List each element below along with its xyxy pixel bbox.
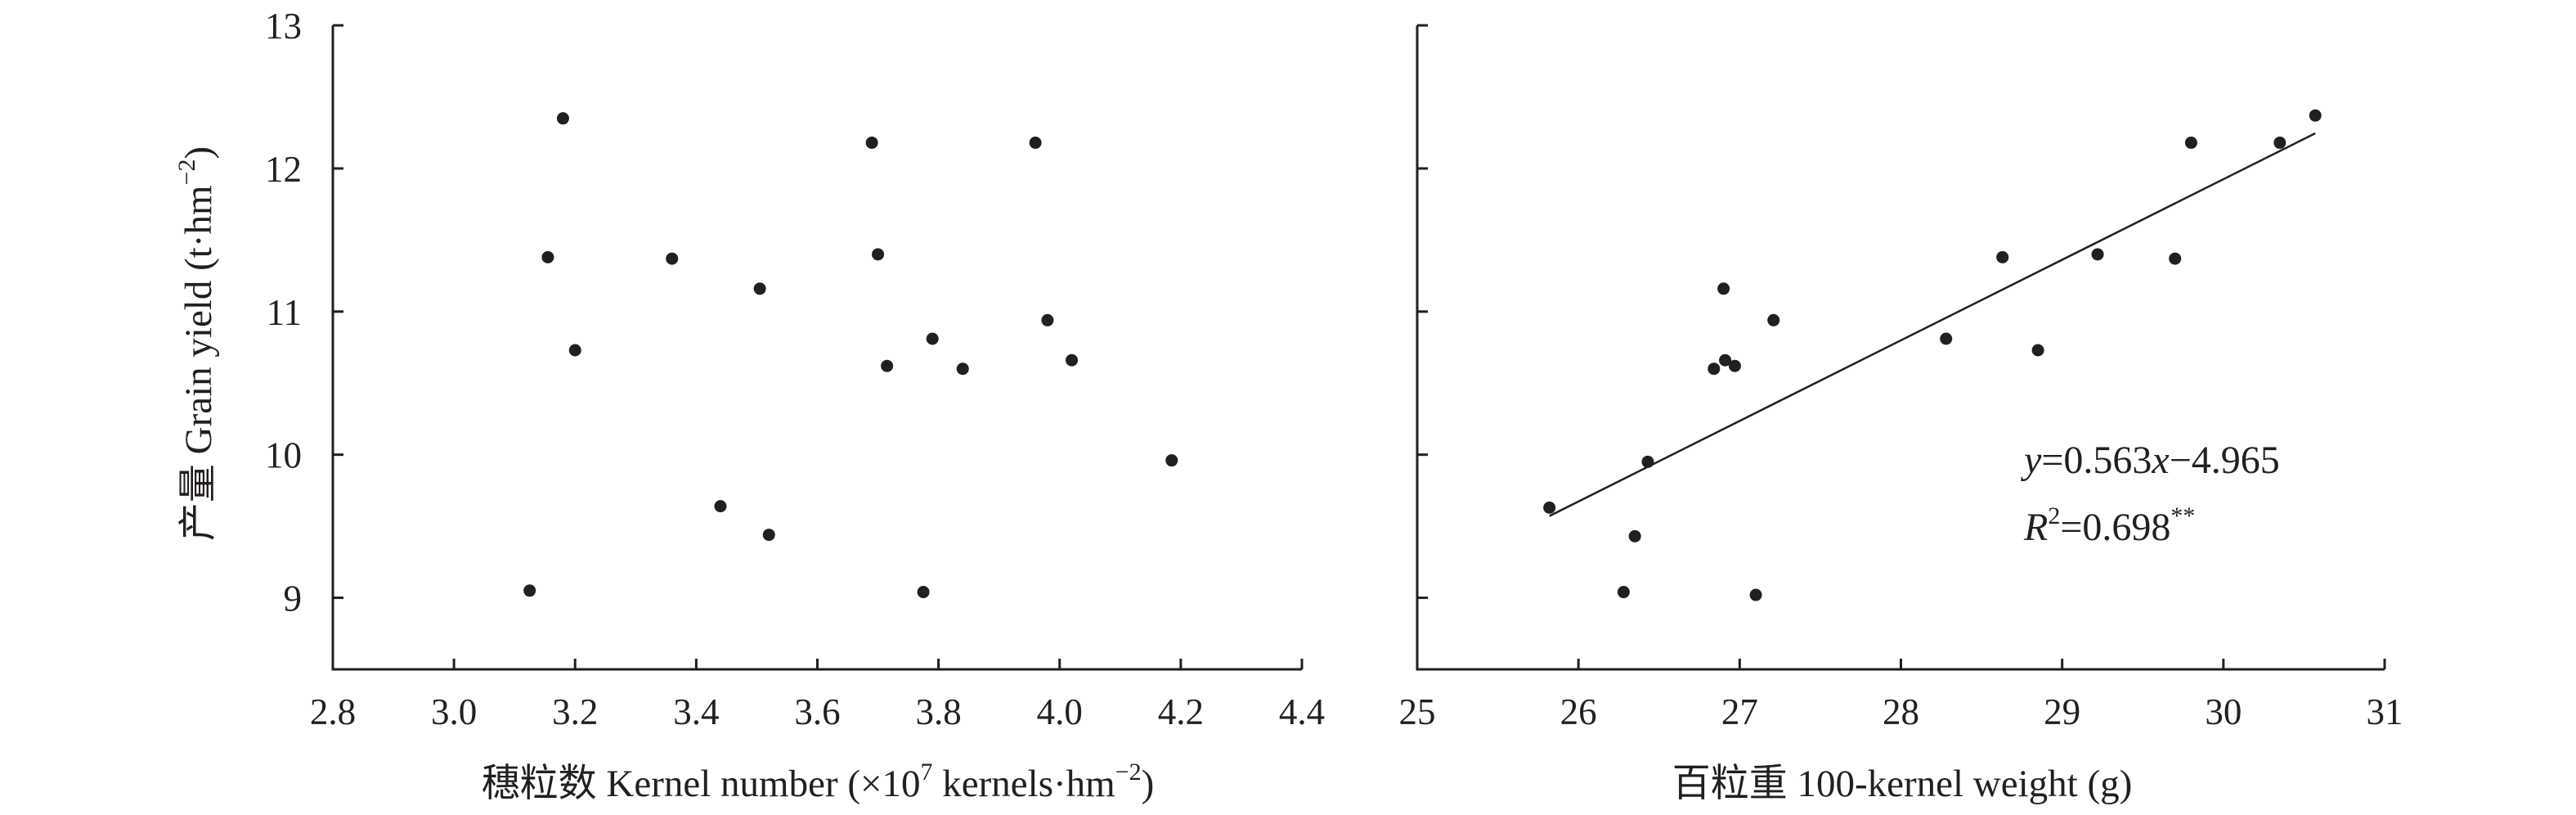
data-point [1940, 332, 1953, 345]
data-point [523, 584, 536, 597]
data-point [1749, 588, 1762, 601]
panel-a-points [523, 112, 1178, 599]
data-point [753, 282, 766, 295]
x-tick-label: 3.6 [794, 691, 840, 732]
x-tick-label: 26 [1560, 691, 1597, 732]
x-tick-label: 4.0 [1037, 691, 1083, 732]
data-point [2273, 136, 2287, 149]
panel-b-y-ticks [1417, 24, 1428, 600]
data-point [1767, 313, 1780, 326]
x-tick-label: 30 [2205, 691, 2242, 732]
data-point [1641, 455, 1654, 468]
x-tick-label: 29 [2044, 691, 2080, 732]
x-tick-label: 2.8 [310, 691, 356, 732]
data-point [556, 112, 569, 125]
data-point [2184, 136, 2197, 149]
y-tick-label: 9 [284, 579, 303, 619]
data-point [926, 332, 939, 345]
data-point [2091, 248, 2104, 261]
data-point [1041, 313, 1054, 326]
data-point [2031, 344, 2044, 357]
regression-line [1549, 132, 2316, 517]
x-tick-label: 25 [1399, 691, 1436, 732]
y-tick-label: 12 [265, 149, 302, 190]
data-point [2309, 109, 2322, 122]
panel-a-y-ticks: 9 10 11 12 13 [265, 6, 343, 619]
data-point [568, 344, 581, 357]
data-point [865, 136, 878, 149]
x-tick-label: 27 [1721, 691, 1758, 732]
y-tick-label: 11 [267, 292, 302, 333]
x-tick-label: 28 [1883, 691, 1919, 732]
data-point [541, 250, 554, 263]
data-point [1708, 362, 1721, 376]
data-point [1543, 501, 1556, 514]
data-point [1719, 353, 1732, 367]
panel-a-axes [331, 25, 1302, 671]
data-point [1617, 586, 1630, 599]
panel-b-axes [1416, 25, 2385, 671]
panel-a-x-ticks: 2.8 3.0 3.2 3.4 3.6 3.8 4.0 4.2 4.4 [310, 659, 1325, 732]
panel-b-points [1543, 109, 2322, 601]
data-point [1066, 353, 1079, 367]
data-point [1728, 359, 1741, 372]
data-point [762, 529, 775, 542]
x-tick-label: 3.0 [431, 691, 477, 732]
panel-b-x-ticks: 25 26 27 28 29 30 31 [1399, 659, 2403, 732]
panel-b-x-axis-label: 百粒重 100-kernel weight (g) [1672, 763, 2133, 805]
x-tick-label: 4.2 [1158, 691, 1204, 732]
data-point [2169, 252, 2182, 265]
data-point [1029, 136, 1042, 149]
regression-equation: y=0.563x−4.965 [2020, 439, 2280, 482]
x-tick-label: 3.4 [673, 691, 719, 732]
y-tick-label: 10 [265, 435, 302, 476]
r-squared-label: R2=0.698** [2023, 502, 2195, 549]
data-point [1996, 250, 2009, 263]
data-point [956, 362, 969, 376]
y-axis-label: 产量 Grain yield (t·hm−2) [173, 146, 220, 541]
data-point [1717, 282, 1730, 295]
kernel-number-panel: 9 10 11 12 13 2.8 3.0 3.2 3.4 3.6 3.8 4.0 4.2 4.4 穗粒… [173, 6, 1325, 805]
panel-a-x-axis-label: 穗粒数 Kernel number (×107 kernels·hm−2) [482, 759, 1155, 805]
data-point [917, 586, 930, 599]
kernel-weight-panel: 25 26 27 28 29 30 31 y=0.563x−4.965 R2=0.698**… [1399, 24, 2403, 805]
x-tick-label: 3.2 [552, 691, 598, 732]
data-point [1628, 529, 1641, 543]
data-point [881, 359, 894, 372]
data-point [1165, 454, 1178, 467]
x-tick-label: 4.4 [1279, 691, 1325, 732]
x-tick-label: 3.8 [916, 691, 962, 732]
data-point [872, 248, 885, 261]
data-point [714, 500, 727, 513]
y-tick-label: 13 [265, 6, 302, 47]
data-point [666, 252, 679, 265]
x-tick-label: 31 [2367, 691, 2403, 732]
